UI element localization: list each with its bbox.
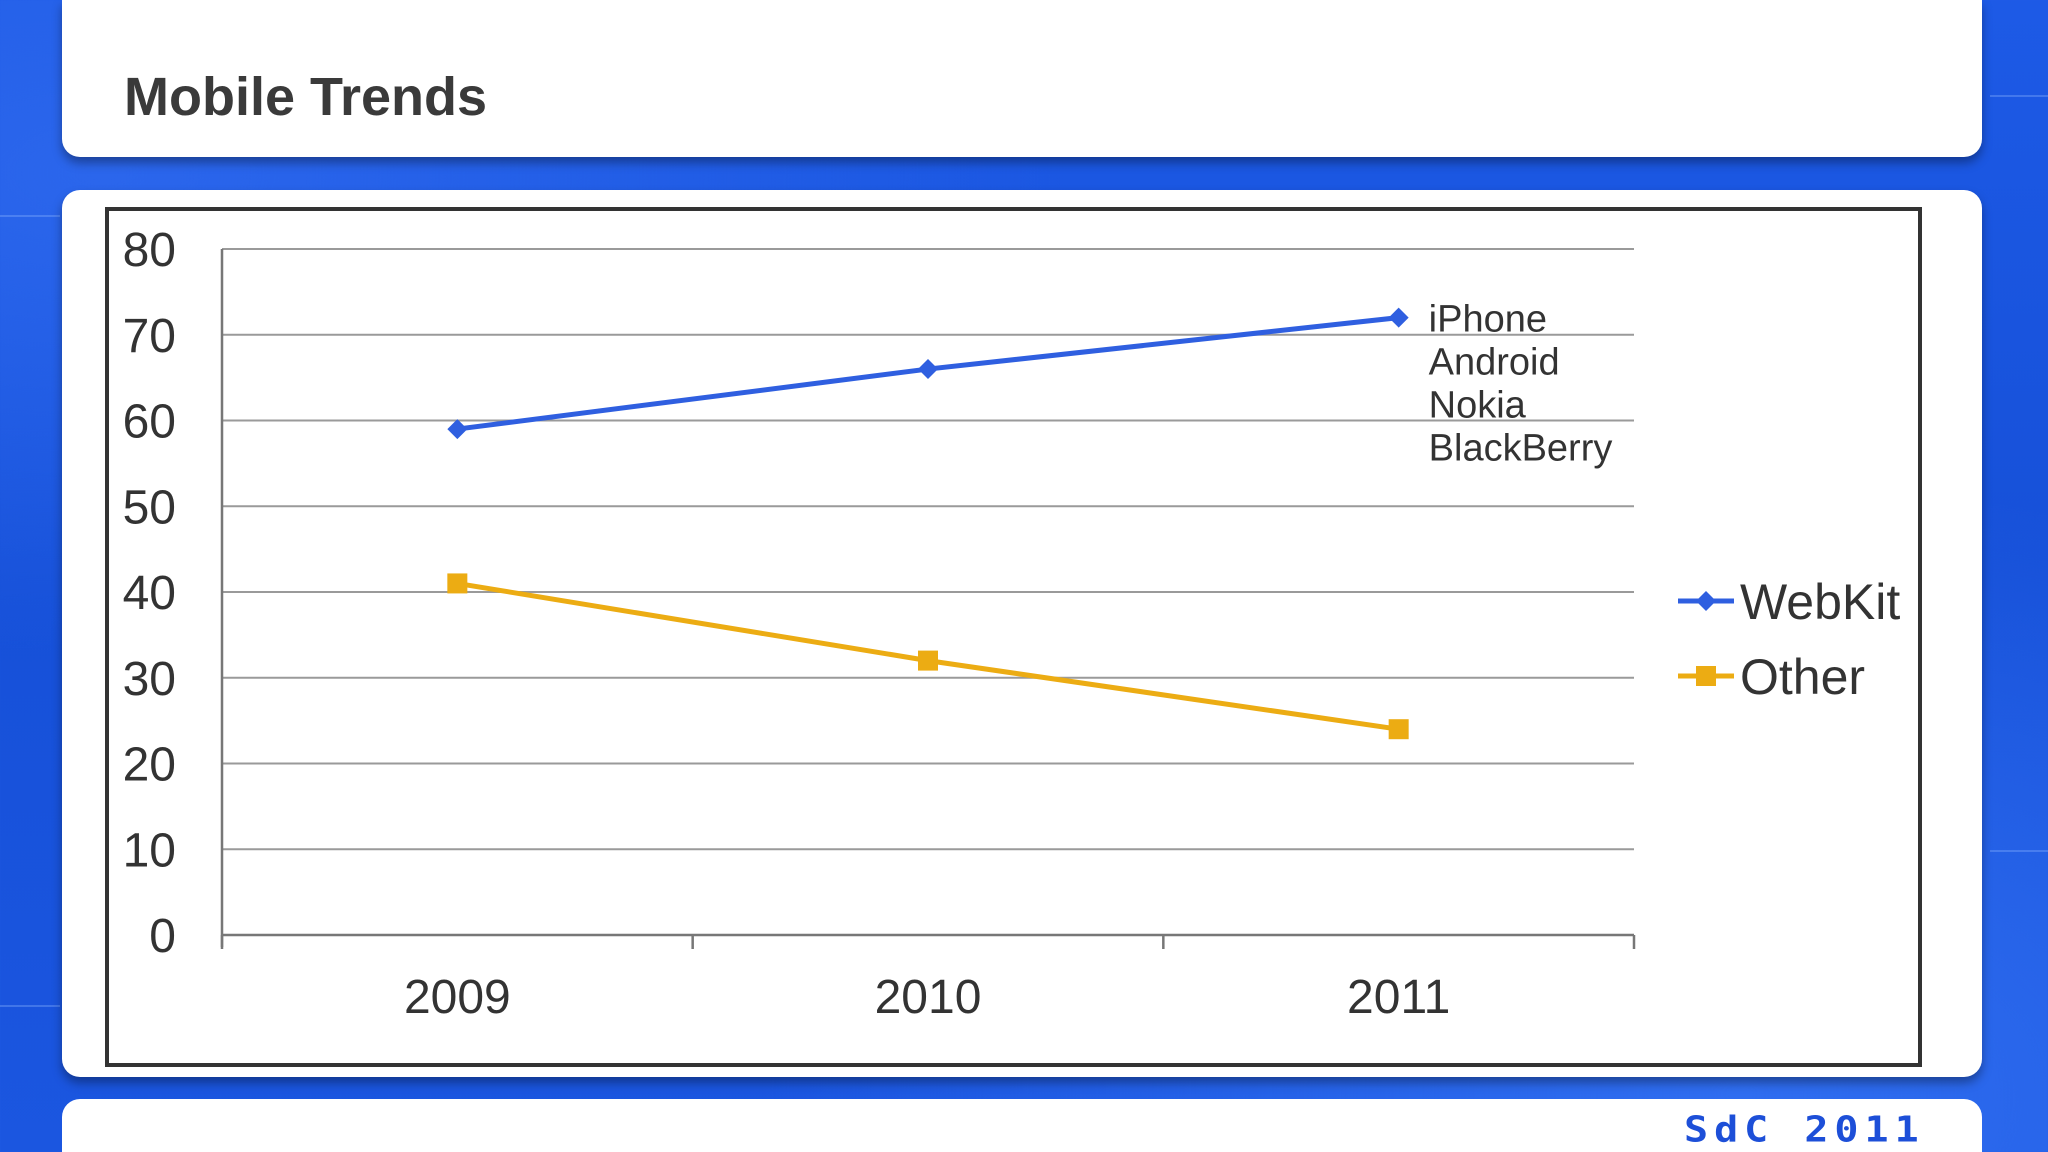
x-tick-label: 2011	[1347, 971, 1450, 1024]
x-tick-label: 2010	[875, 971, 982, 1024]
footer-logo: SdC 2011	[1684, 1109, 1925, 1151]
title-panel: Mobile Trends	[62, 0, 1982, 157]
background-circuit-line	[1990, 850, 2048, 852]
annotation-line: Nokia	[1429, 385, 1527, 427]
legend: WebKit Other	[1678, 574, 1900, 705]
annotation-line: BlackBerry	[1429, 428, 1613, 470]
y-tick-label: 70	[123, 310, 176, 363]
y-tick-label: 0	[149, 910, 176, 963]
y-tick-label: 10	[123, 824, 176, 877]
x-axis: 2009 2010 2011	[220, 935, 1636, 1024]
y-tick-label: 50	[123, 481, 176, 534]
data-point-webkit	[1388, 307, 1409, 328]
y-tick-label: 30	[123, 653, 176, 706]
y-tick-label: 80	[123, 224, 176, 277]
chart-frame	[105, 207, 1922, 1067]
series-layer	[447, 307, 1409, 740]
data-point-other	[1388, 719, 1409, 740]
annotation-line: iPhone	[1429, 299, 1547, 341]
y-tick-label: 40	[123, 567, 176, 620]
slide-title: Mobile Trends	[124, 67, 488, 127]
next-panel	[62, 1099, 1982, 1152]
data-point-webkit	[447, 419, 468, 440]
background-circuit-line	[1990, 95, 2048, 97]
y-axis-ticks: 0 10 20 30 40 50 60 70 80	[123, 224, 176, 963]
gridlines	[220, 248, 1634, 947]
data-point-other	[918, 650, 938, 671]
chart-panel	[62, 190, 1982, 1077]
background-circuit-line	[0, 215, 60, 217]
y-tick-label: 60	[123, 396, 176, 449]
data-point-webkit	[918, 359, 938, 380]
x-tick-label: 2009	[404, 971, 511, 1024]
annotation-line: Android	[1429, 342, 1560, 384]
data-point-other	[447, 573, 468, 594]
legend-marker	[1696, 591, 1716, 611]
legend-label: Other	[1740, 649, 1865, 705]
legend-marker	[1696, 666, 1716, 686]
legend-label: WebKit	[1740, 574, 1900, 630]
background-circuit-line	[0, 1005, 60, 1007]
y-tick-label: 20	[123, 739, 176, 792]
